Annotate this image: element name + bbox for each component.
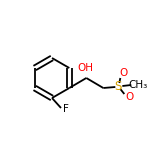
Text: O: O	[119, 68, 127, 78]
Text: O: O	[125, 92, 133, 102]
Text: S: S	[115, 79, 122, 93]
Text: OH: OH	[77, 63, 93, 73]
Text: F: F	[63, 104, 69, 114]
Text: CH₃: CH₃	[129, 80, 148, 90]
